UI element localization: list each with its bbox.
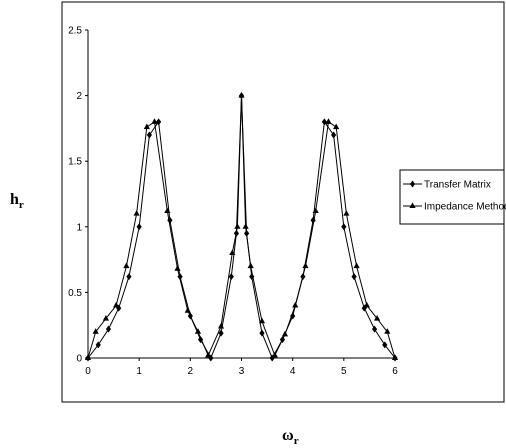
- series-2: [84, 92, 399, 360]
- triangle-marker: [271, 351, 278, 358]
- y-tick-label: 0: [76, 354, 82, 365]
- triangle-marker: [123, 262, 130, 269]
- diamond-marker: [218, 329, 224, 337]
- triangle-marker: [133, 210, 140, 216]
- triangle-marker: [281, 330, 289, 337]
- triangle-marker: [194, 328, 202, 334]
- y-tick-label: 1.5: [68, 157, 82, 168]
- triangle-marker: [353, 262, 360, 269]
- triangle-marker: [92, 328, 99, 334]
- legend-label: Impedance Method: [424, 202, 506, 213]
- legend-diamond-icon: [409, 180, 416, 188]
- triangle-marker: [174, 265, 181, 271]
- x-axis-label-sub: r: [294, 435, 299, 447]
- axes: 0 0.5 1 1.5 2 2.5 0 1 2 3 4 5 6: [68, 26, 398, 378]
- y-tick-label: 0.5: [68, 288, 82, 299]
- triangle-marker: [292, 301, 299, 308]
- triangle-marker: [217, 322, 225, 329]
- x-tick-label: 4: [290, 366, 296, 377]
- diamond-marker: [146, 131, 152, 139]
- triangle-marker: [247, 262, 254, 269]
- diamond-marker: [259, 329, 265, 337]
- x-tick-label: 0: [85, 366, 91, 377]
- x-tick-label: 3: [239, 366, 245, 377]
- diamond-marker: [95, 341, 101, 349]
- diamond-marker: [310, 216, 316, 224]
- x-tick-label: 2: [188, 366, 194, 377]
- diamond-marker: [136, 223, 142, 231]
- triangle-marker: [325, 118, 332, 124]
- triangle-marker: [391, 354, 399, 360]
- triangle-marker: [312, 207, 319, 214]
- y-axis-label-sub: r: [19, 199, 24, 211]
- triangle-marker: [234, 223, 241, 229]
- x-tick-label: 6: [392, 366, 398, 377]
- series-1: [85, 92, 398, 362]
- triangle-marker: [84, 354, 92, 360]
- diamond-marker: [382, 341, 388, 349]
- diamond-marker: [341, 223, 347, 231]
- diamond-marker: [371, 325, 378, 333]
- y-axis-label-main: h: [10, 191, 19, 208]
- series-layer: [84, 92, 399, 362]
- diamond-marker: [351, 273, 357, 281]
- triangle-marker: [143, 123, 150, 130]
- triangle-marker: [258, 317, 266, 324]
- triangle-marker: [184, 307, 191, 313]
- x-tick-label: 1: [136, 366, 142, 377]
- y-tick-label: 2.5: [68, 26, 82, 37]
- triangle-marker: [302, 262, 309, 269]
- legend-label: Transfer Matrix: [424, 180, 491, 191]
- diamond-marker: [331, 131, 337, 139]
- triangle-marker: [373, 315, 381, 321]
- legend-triangle-icon: [409, 202, 416, 208]
- series-line: [87, 95, 396, 359]
- triangle-marker: [164, 207, 171, 214]
- x-axis-label: ωr: [282, 427, 299, 447]
- x-tick-label: 5: [341, 366, 347, 377]
- triangle-marker: [242, 223, 249, 229]
- x-axis-label-main: ω: [282, 427, 294, 444]
- triangle-marker: [229, 249, 236, 256]
- legend: Transfer Matrix Impedance Method: [399, 169, 506, 225]
- triangle-marker: [102, 315, 110, 321]
- triangle-marker: [205, 351, 212, 358]
- legend-box: [399, 169, 505, 225]
- triangle-marker: [151, 118, 158, 124]
- triangle-marker: [363, 301, 370, 308]
- diamond-marker: [126, 273, 132, 281]
- diamond-marker: [361, 304, 367, 312]
- diamond-marker: [228, 273, 234, 281]
- y-tick-label: 2: [76, 91, 82, 102]
- y-tick-label: 1: [76, 222, 82, 233]
- triangle-marker: [343, 210, 350, 216]
- triangle-marker: [333, 123, 340, 130]
- triangle-marker: [113, 301, 120, 308]
- y-axis-label: hr: [10, 191, 24, 211]
- diamond-marker: [105, 325, 112, 333]
- triangle-marker: [384, 328, 391, 334]
- triangle-marker: [238, 92, 245, 98]
